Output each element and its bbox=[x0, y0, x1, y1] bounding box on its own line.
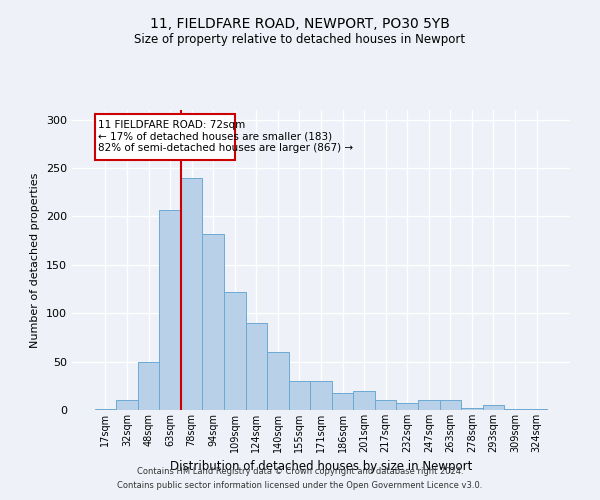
Bar bbox=[267, 352, 289, 410]
Text: Contains public sector information licensed under the Open Government Licence v3: Contains public sector information licen… bbox=[118, 481, 482, 490]
Bar bbox=[332, 392, 353, 410]
Bar bbox=[397, 403, 418, 410]
Bar bbox=[95, 409, 116, 410]
Text: ← 17% of detached houses are smaller (183): ← 17% of detached houses are smaller (18… bbox=[98, 132, 332, 141]
Bar bbox=[138, 362, 160, 410]
Bar bbox=[375, 400, 397, 410]
Y-axis label: Number of detached properties: Number of detached properties bbox=[31, 172, 40, 348]
Bar bbox=[461, 408, 482, 410]
Text: 11 FIELDFARE ROAD: 72sqm: 11 FIELDFARE ROAD: 72sqm bbox=[98, 120, 245, 130]
Bar bbox=[310, 381, 332, 410]
Text: 82% of semi-detached houses are larger (867) →: 82% of semi-detached houses are larger (… bbox=[98, 143, 353, 153]
Text: Contains HM Land Registry data © Crown copyright and database right 2024.: Contains HM Land Registry data © Crown c… bbox=[137, 467, 463, 476]
Bar bbox=[418, 400, 440, 410]
Bar bbox=[245, 323, 267, 410]
Bar bbox=[440, 400, 461, 410]
Bar bbox=[224, 292, 245, 410]
Bar bbox=[116, 400, 138, 410]
Bar bbox=[160, 210, 181, 410]
Bar bbox=[353, 390, 375, 410]
Text: Size of property relative to detached houses in Newport: Size of property relative to detached ho… bbox=[134, 32, 466, 46]
FancyBboxPatch shape bbox=[95, 114, 235, 160]
Bar bbox=[526, 409, 547, 410]
X-axis label: Distribution of detached houses by size in Newport: Distribution of detached houses by size … bbox=[170, 460, 472, 473]
Bar bbox=[504, 409, 526, 410]
Text: 11, FIELDFARE ROAD, NEWPORT, PO30 5YB: 11, FIELDFARE ROAD, NEWPORT, PO30 5YB bbox=[150, 18, 450, 32]
Bar bbox=[202, 234, 224, 410]
Bar bbox=[289, 381, 310, 410]
Bar bbox=[482, 405, 504, 410]
Bar bbox=[181, 178, 202, 410]
